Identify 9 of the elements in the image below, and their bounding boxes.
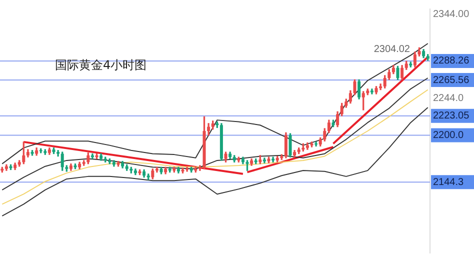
ref-line-label: 2265.56: [433, 74, 470, 86]
y-tick-label: 2244.0: [433, 92, 464, 104]
text: 国际黄金4小时图: [55, 57, 147, 74]
annotation: 2304.02: [374, 44, 410, 55]
ref-line-label: 2223.05: [433, 110, 470, 122]
ref-line-label: 2200.0: [433, 130, 464, 141]
ref-line-label: 2144.3: [433, 176, 464, 188]
y-tick-label: 2344.00: [433, 8, 470, 20]
ref-line-label: 2288.26: [433, 56, 470, 67]
